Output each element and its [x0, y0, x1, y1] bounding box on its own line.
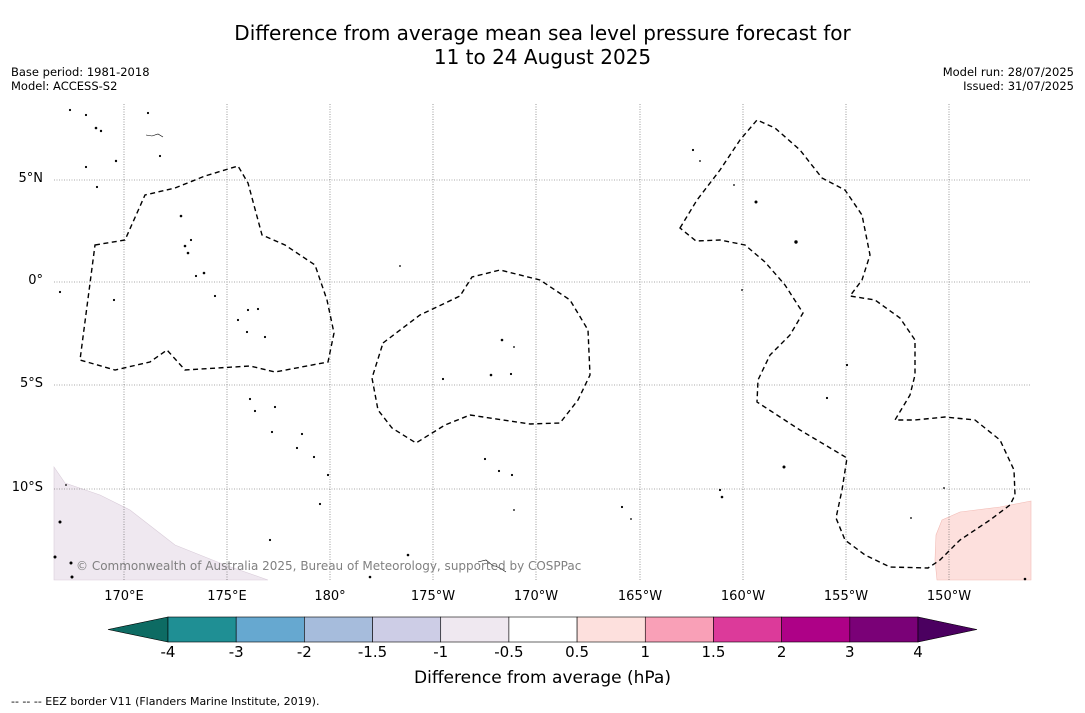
lon-label-175w: 175°W — [410, 589, 456, 604]
lon-label-170e: 170°E — [104, 589, 144, 604]
colorbar-tick-label: -2 — [296, 643, 312, 661]
colorbar-segment — [781, 616, 851, 643]
map-title: Difference from average mean sea level p… — [0, 21, 1085, 69]
colorbar-segment — [304, 616, 373, 643]
colorbar-over-arrow — [917, 616, 978, 643]
colorbar-segment — [849, 616, 919, 643]
lon-label-170w: 170°W — [513, 589, 559, 604]
lat-label-0: 0° — [28, 273, 43, 288]
copyright-notice: © Commonwealth of Australia 2025, Bureau… — [76, 559, 582, 573]
shading-positive-se — [934, 500, 1032, 581]
gridlines — [54, 104, 1031, 580]
model-run: Model run: 28/07/2025 — [942, 65, 1074, 79]
shading-negative-sw — [53, 466, 269, 581]
colorbar-tick-label: -1 — [433, 643, 449, 661]
title-line-1: Difference from average mean sea level p… — [234, 21, 851, 45]
base-period: Base period: 1981-2018 — [11, 65, 150, 79]
lon-label-155w: 155°W — [823, 589, 869, 604]
lon-label-175e: 175°E — [207, 589, 247, 604]
colorbar-under-arrow — [107, 616, 169, 643]
colorbar — [107, 616, 978, 643]
lon-label-160w: 160°W — [720, 589, 766, 604]
colorbar-segment — [713, 616, 782, 643]
colorbar-tick-label: 2 — [776, 643, 787, 661]
colorbar-segment — [576, 616, 646, 643]
colorbar-segment — [372, 616, 442, 643]
colorbar-segment — [440, 616, 510, 643]
colorbar-segment — [508, 616, 578, 643]
eez-kiribati-gilberts — [79, 165, 335, 373]
lon-label-150w: 150°W — [926, 589, 972, 604]
eez-borders — [79, 119, 1016, 569]
meta-left: Base period: 1981-2018 Model: ACCESS-S2 — [11, 65, 150, 93]
colorbar-segment — [235, 616, 305, 643]
lon-label-180: 180° — [314, 589, 346, 604]
eez-line-islands — [679, 119, 1016, 569]
colorbar-tick-label: 1.5 — [701, 643, 726, 661]
lon-label-165w: 165°W — [617, 589, 663, 604]
colorbar-segment — [644, 616, 714, 643]
colorbar-tick-label: -1.5 — [357, 643, 388, 661]
meta-right: Model run: 28/07/2025 Issued: 31/07/2025 — [943, 65, 1074, 93]
islands — [53, 108, 1027, 581]
colorbar-title: Difference from average (hPa) — [414, 668, 671, 688]
colorbar-segment — [167, 616, 237, 643]
issued-date: Issued: 31/07/2025 — [963, 79, 1074, 93]
colorbar-tick-label: 3 — [845, 643, 855, 661]
colorbar-tick-label: -3 — [228, 643, 244, 661]
lat-label-5n: 5°N — [18, 171, 44, 186]
model-name: Model: ACCESS-S2 — [11, 79, 118, 93]
colorbar-tick-label: 1 — [640, 643, 651, 661]
colorbar-tick-label: -0.5 — [494, 643, 524, 661]
title-line-2: 11 to 24 August 2025 — [433, 45, 652, 69]
colorbar-tick-label: 4 — [913, 643, 923, 661]
eez-tokelau — [371, 269, 591, 444]
lat-label-10s: 10°S — [11, 480, 43, 495]
lat-label-5s: 5°S — [19, 376, 43, 391]
colorbar-tick-label: 0.5 — [565, 643, 589, 661]
eez-legend-footer: -- -- -- EEZ border V11 (Flanders Marine… — [11, 695, 320, 708]
colorbar-tick-label: -4 — [160, 643, 176, 661]
